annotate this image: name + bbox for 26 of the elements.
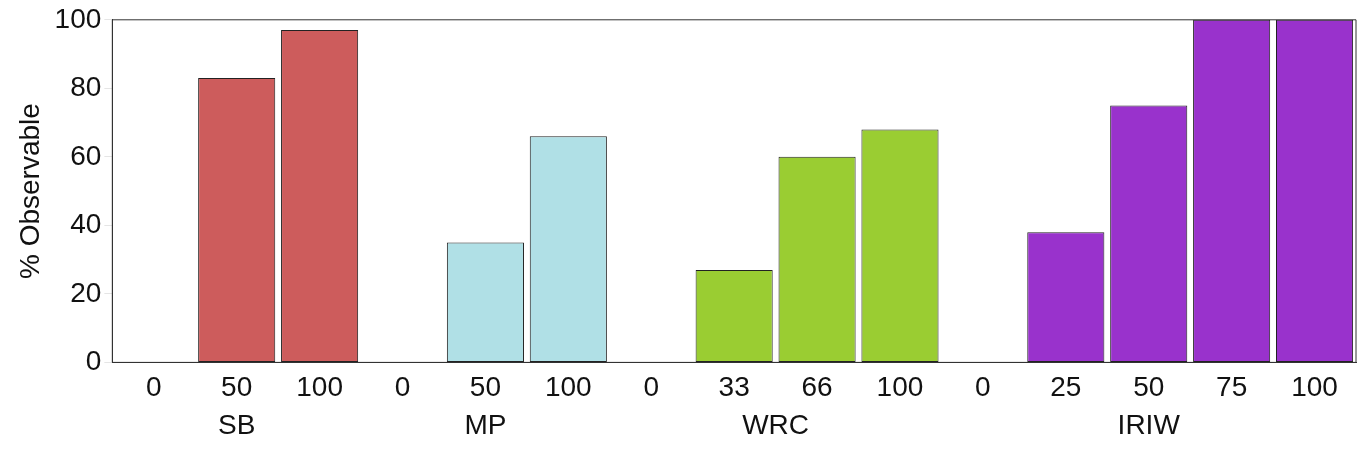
x-tick-label: 0 <box>145 370 162 402</box>
x-tick-label: 50 <box>1133 370 1165 402</box>
y-tick-label: 80 <box>70 71 102 103</box>
x-tick-label: 50 <box>469 370 501 402</box>
series-label: IRIW <box>1117 409 1181 441</box>
x-tick-label: 75 <box>1216 370 1248 402</box>
series-label: SB <box>218 409 256 441</box>
x-tick-label: 33 <box>718 370 750 402</box>
y-tick-label: 100 <box>54 2 102 34</box>
x-tick-label: 0 <box>975 370 991 402</box>
y-tick-label: 40 <box>70 208 102 240</box>
x-tick-label: 66 <box>801 370 833 402</box>
x-tick-label: 100 <box>296 370 343 402</box>
y-tick-label: 60 <box>70 139 102 171</box>
x-tick-label: 25 <box>1050 370 1082 402</box>
x-tick-label: 100 <box>544 370 592 402</box>
y-axis-title: % Observable <box>13 103 45 280</box>
series-label: WRC <box>742 409 810 441</box>
x-tick-label: 50 <box>221 370 253 402</box>
y-tick-label: 0 <box>85 345 102 377</box>
series-label: MP <box>464 409 507 441</box>
y-tick-label: 20 <box>70 276 102 308</box>
x-tick-label: 100 <box>1291 370 1338 402</box>
x-tick-label: 0 <box>643 370 660 402</box>
x-tick-label: 0 <box>394 370 411 402</box>
x-tick-label: 100 <box>876 370 924 402</box>
